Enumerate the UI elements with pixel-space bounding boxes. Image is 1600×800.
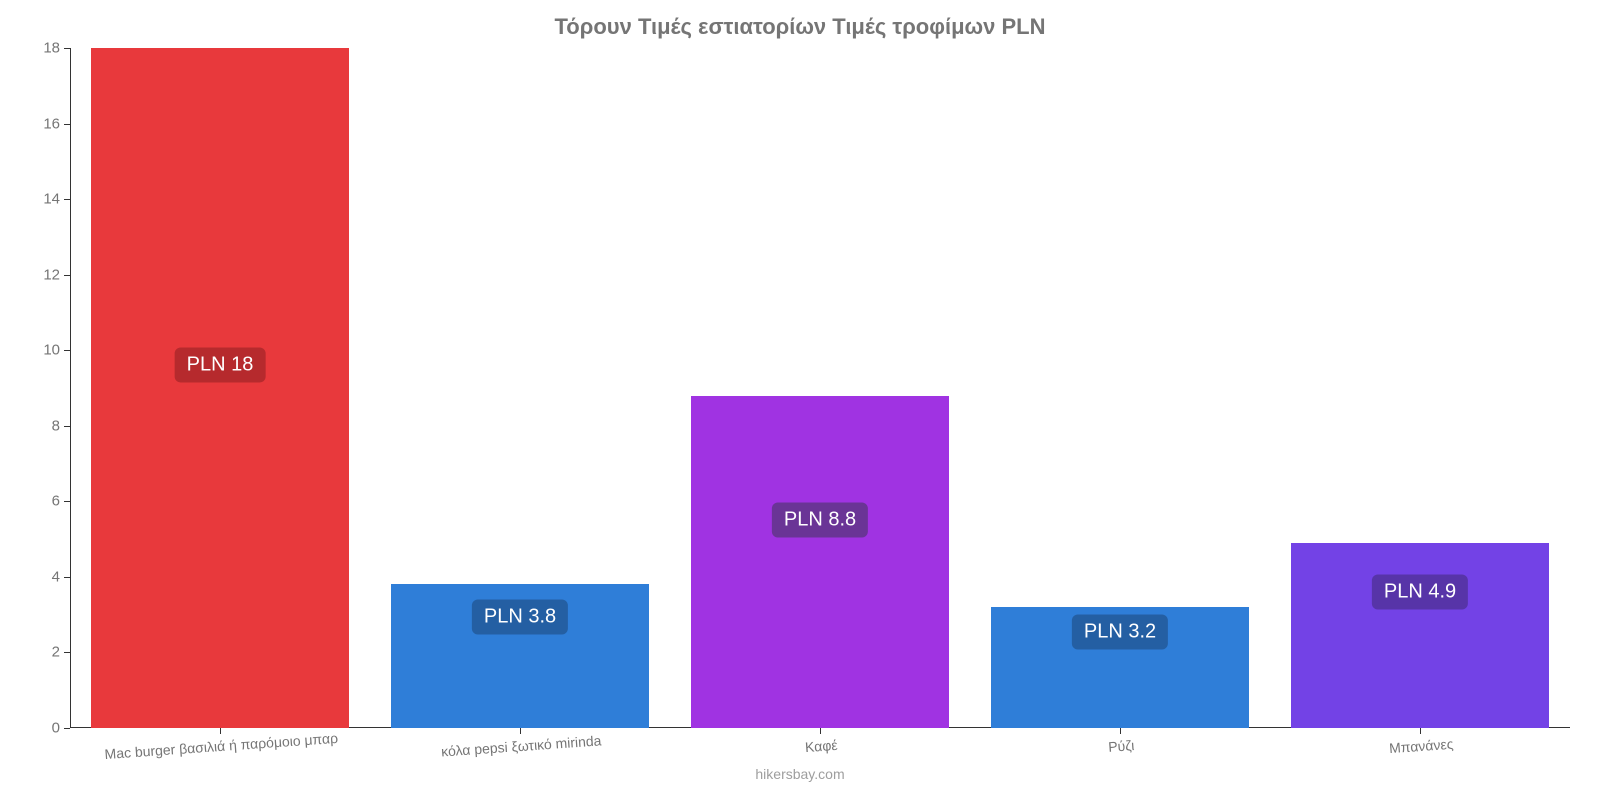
y-tick-label: 2 xyxy=(52,644,70,661)
y-tick-label: 12 xyxy=(43,266,70,283)
x-tick-label-wrap: Καφέ xyxy=(804,727,838,757)
chart-container: Τόρουν Τιμές εστιατορίων Τιμές τροφίμων … xyxy=(0,0,1600,800)
x-tick-label: κόλα pepsi ξωτικό mirinda xyxy=(441,732,602,759)
value-badge: PLN 8.8 xyxy=(772,503,868,538)
y-tick-label: 16 xyxy=(43,115,70,132)
x-tick-label-wrap: κόλα pepsi ξωτικό mirinda xyxy=(440,722,602,761)
plot-area: 024681012141618 Mac burger βασιλιά ή παρ… xyxy=(70,48,1570,728)
x-tick-label: Καφέ xyxy=(804,737,838,755)
y-tick-label: 8 xyxy=(52,417,70,434)
chart-title: Τόρουν Τιμές εστιατορίων Τιμές τροφίμων … xyxy=(0,14,1600,40)
y-tick-label: 0 xyxy=(52,720,70,737)
value-badge: PLN 3.2 xyxy=(1072,614,1168,649)
x-tick-label: Mac burger βασιλιά ή παρόμοιο μπαρ xyxy=(104,730,338,762)
bar xyxy=(691,396,949,728)
x-tick-label-wrap: Ρύζι xyxy=(1107,727,1135,757)
y-tick-label: 10 xyxy=(43,342,70,359)
y-tick-label: 18 xyxy=(43,40,70,57)
x-tick-label-wrap: Μπανάνες xyxy=(1388,726,1454,758)
x-tick-label: Ρύζι xyxy=(1108,737,1135,755)
value-badge: PLN 18 xyxy=(175,348,266,383)
y-axis-line xyxy=(70,48,71,728)
y-tick-label: 14 xyxy=(43,191,70,208)
y-tick-label: 6 xyxy=(52,493,70,510)
bar xyxy=(1291,543,1549,728)
value-badge: PLN 4.9 xyxy=(1372,575,1468,610)
attribution-text: hikersbay.com xyxy=(0,766,1600,782)
x-tick-label: Μπανάνες xyxy=(1389,736,1454,756)
y-tick-label: 4 xyxy=(52,568,70,585)
value-badge: PLN 3.8 xyxy=(472,599,568,634)
bar xyxy=(91,48,349,728)
